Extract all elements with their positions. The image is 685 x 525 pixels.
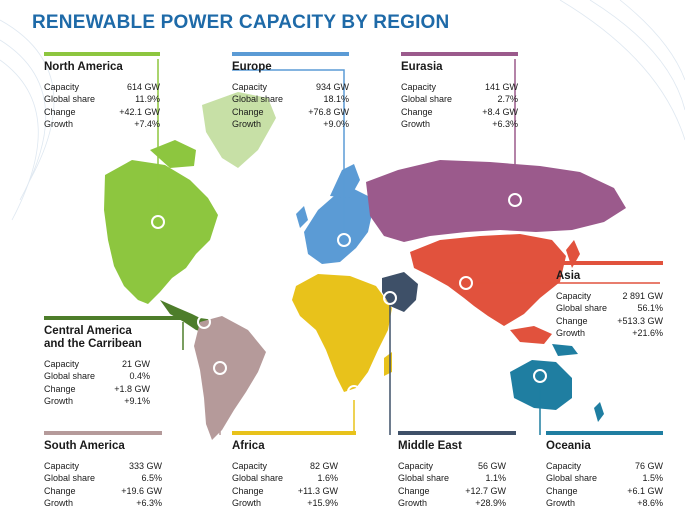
region-name: Middle East — [398, 440, 462, 452]
panel-north-america: North America Capacity 614 GW Global shar… — [44, 52, 160, 130]
marker-middle-east — [383, 291, 397, 305]
share-row: Global share 11.9% — [44, 94, 160, 105]
capacity-row: Capacity 2 891 GW — [556, 291, 663, 301]
marker-asia — [459, 276, 473, 290]
region-name: Asia — [556, 270, 581, 282]
panel-bar — [232, 431, 356, 435]
region-name: Oceania — [546, 440, 591, 452]
region-name: North America — [44, 61, 123, 73]
map-scandinavia — [330, 164, 360, 198]
panel-africa: Africa Capacity 82 GW Global share 1.6% Ch… — [232, 431, 356, 509]
growth-row: Growth +9.1% — [44, 395, 150, 406]
capacity-row: Capacity 614 GW — [44, 82, 160, 92]
background-lines — [0, 0, 685, 221]
capacity-row: Capacity 76 GW — [546, 461, 663, 471]
share-row: Global share 56.1% — [556, 303, 663, 314]
capacity-row: Capacity 21 GW — [44, 359, 150, 369]
change-row: Change +76.8 GW — [232, 106, 349, 117]
region-name: Africa — [232, 440, 265, 452]
capacity-row: Capacity 56 GW — [398, 461, 506, 471]
map-south-america — [194, 316, 266, 440]
growth-row: Growth +21.6% — [556, 327, 663, 338]
change-row: Change +19.6 GW — [44, 485, 162, 496]
map-greenland — [202, 92, 276, 168]
panel-bar — [398, 431, 516, 435]
map-north-america — [104, 160, 218, 304]
panel-central-america: Central America and the Carribean Capaci… — [44, 316, 186, 407]
map-asia — [410, 234, 566, 326]
panel-asia: Asia Capacity 2 891 GW Global share 56.1% … — [556, 261, 663, 339]
change-row: Change +11.3 GW — [232, 485, 338, 496]
growth-row: Growth +6.3% — [44, 497, 162, 508]
capacity-row: Capacity 141 GW — [401, 82, 518, 92]
change-row: Change +12.7 GW — [398, 485, 506, 496]
map-new-zealand — [594, 402, 604, 422]
panel-bar — [401, 52, 518, 56]
panel-bar — [44, 316, 186, 320]
change-row: Change +42.1 GW — [44, 106, 160, 117]
map-uk — [296, 206, 308, 228]
panel-bar — [546, 431, 663, 435]
capacity-row: Capacity 82 GW — [232, 461, 338, 471]
marker-eurasia — [508, 193, 522, 207]
share-row: Global share 1.6% — [232, 473, 338, 484]
growth-row: Growth +7.4% — [44, 118, 160, 129]
panel-bar — [232, 52, 349, 56]
share-row: Global share 1.5% — [546, 473, 663, 484]
map-alaska-canada-north — [150, 140, 196, 168]
panel-eurasia: Eurasia Capacity 141 GW Global share 2.7% … — [401, 52, 518, 130]
change-row: Change +6.1 GW — [546, 485, 663, 496]
map-australia — [510, 360, 572, 410]
region-name: Europe — [232, 61, 272, 73]
growth-row: Growth +15.9% — [232, 497, 338, 508]
marker-north-america — [151, 215, 165, 229]
panel-bar — [44, 431, 162, 435]
change-row: Change +513.3 GW — [556, 315, 663, 326]
map-europe — [304, 188, 372, 264]
share-row: Global share 6.5% — [44, 473, 162, 484]
change-row: Change +8.4 GW — [401, 106, 518, 117]
panel-middle-east: Middle East Capacity 56 GW Global share 1.… — [398, 431, 516, 509]
panel-oceania: Oceania Capacity 76 GW Global share 1.5% C… — [546, 431, 663, 509]
growth-row: Growth +8.6% — [546, 497, 663, 508]
marker-south-america — [213, 361, 227, 375]
share-row: Global share 2.7% — [401, 94, 518, 105]
growth-row: Growth +6.3% — [401, 118, 518, 129]
map-japan — [566, 240, 580, 268]
growth-row: Growth +9.0% — [232, 118, 349, 129]
connector-europe — [232, 69, 345, 240]
marker-central-america — [197, 315, 211, 329]
page-title: RENEWABLE POWER CAPACITY BY REGION — [32, 12, 450, 33]
map-africa — [292, 274, 392, 392]
growth-row: Growth +28.9% — [398, 497, 506, 508]
marker-europe — [337, 233, 351, 247]
share-row: Global share 1.1% — [398, 473, 506, 484]
change-row: Change +1.8 GW — [44, 383, 150, 394]
map-madagascar — [384, 352, 392, 376]
panel-south-america: South America Capacity 333 GW Global shar… — [44, 431, 162, 509]
marker-africa — [347, 385, 361, 399]
panel-bar — [44, 52, 160, 56]
region-name: Eurasia — [401, 61, 443, 73]
map-middle-east — [382, 272, 418, 312]
map-png — [552, 344, 578, 356]
capacity-row: Capacity 934 GW — [232, 82, 349, 92]
map-eurasia — [366, 160, 626, 242]
capacity-row: Capacity 333 GW — [44, 461, 162, 471]
share-row: Global share 18.1% — [232, 94, 349, 105]
panel-bar — [556, 261, 663, 265]
map-southeast-islands — [510, 326, 552, 344]
marker-oceania — [533, 369, 547, 383]
share-row: Global share 0.4% — [44, 371, 150, 382]
panel-europe: Europe Capacity 934 GW Global share 18.1% … — [232, 52, 349, 130]
region-name: South America — [44, 440, 125, 452]
region-name: Central America and the Carribean — [44, 325, 142, 350]
